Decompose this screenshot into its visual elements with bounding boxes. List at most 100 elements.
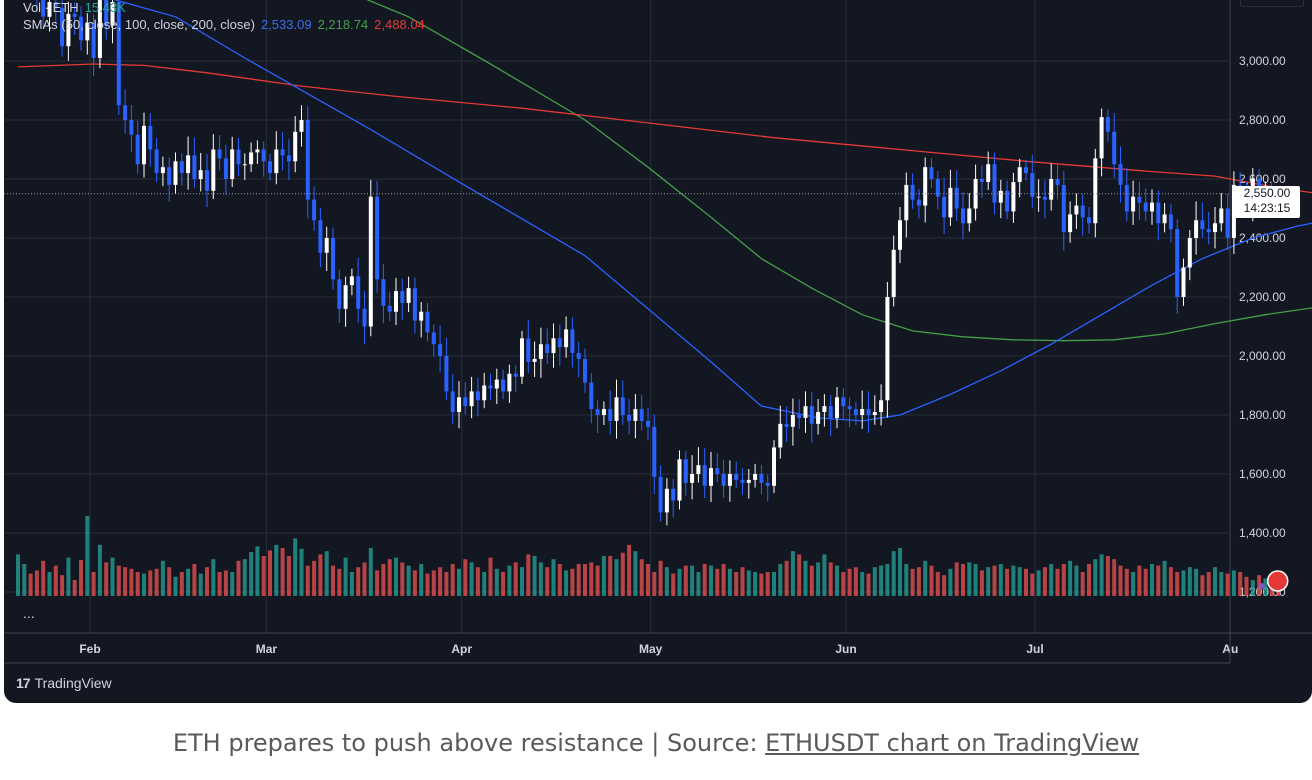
candle-body [242, 164, 247, 166]
candle-body [954, 187, 959, 209]
candle-body [312, 199, 317, 221]
volume-bar [709, 565, 713, 596]
volume-bar [986, 567, 991, 596]
candle-body [671, 488, 676, 501]
volume-bar [1156, 565, 1161, 596]
candle-body [450, 391, 455, 413]
candle-body [1194, 220, 1199, 238]
volume-bar [425, 573, 430, 596]
candle-body [759, 474, 764, 483]
volume-bar [438, 567, 443, 596]
volume-bar [1244, 576, 1249, 596]
sma50-line [113, 0, 1312, 422]
volume-bar [318, 554, 323, 596]
candle-body [501, 379, 506, 392]
y-tick-label: 1,400.00 [1239, 526, 1286, 540]
candle-body [1156, 202, 1161, 224]
volume-bar [658, 560, 663, 596]
volume-bar [47, 572, 52, 596]
candle-body [482, 385, 487, 401]
volume-bar [961, 564, 965, 596]
candle-body [620, 397, 625, 415]
candle-body [784, 423, 789, 427]
candle-body [305, 120, 310, 200]
volume-bar [916, 567, 921, 596]
candle-body [255, 149, 260, 153]
volume-legend-value: 15.43K [84, 0, 126, 15]
volume-bar [866, 573, 871, 596]
candle-body [324, 238, 329, 253]
chart-panel: 3,000.00 2,800.00 2,600.00 2,400.00 2,200.00… [4, 0, 1312, 703]
volume-bar [1036, 570, 1041, 596]
tradingview-wordmark: TradingView [34, 675, 112, 691]
candle-body [72, 13, 77, 17]
volume-bar [942, 575, 947, 596]
y-tick-label: 3,000.00 [1239, 54, 1286, 68]
candle-body [520, 338, 524, 377]
volume-bar [753, 572, 758, 596]
volume-bar [1112, 559, 1117, 596]
candle-body [425, 311, 430, 333]
volume-bar [1181, 570, 1186, 596]
candle-body [142, 125, 146, 165]
volume-bar [268, 550, 272, 596]
candle-body [847, 406, 852, 410]
volume-bar [601, 556, 606, 596]
candle-body [192, 155, 197, 179]
candle-body [1150, 202, 1154, 212]
volume-bar [746, 570, 751, 596]
candle-body [211, 149, 216, 191]
candle-body [457, 397, 461, 413]
price-chart[interactable]: 3,000.002,800.002,600.002,400.002,200.00… [4, 0, 1312, 703]
volume-bar [1055, 568, 1060, 596]
top-tab [1240, 0, 1304, 7]
volume-bar [179, 572, 184, 596]
volume-bar [973, 564, 978, 596]
volume-bar [740, 567, 745, 596]
volume-bar [784, 560, 789, 596]
candle-body [104, 0, 109, 26]
sma-legend: SMAs (50, close, 100, close, 200, close)… [23, 17, 431, 32]
candle-body [1093, 158, 1098, 224]
volume-bar [853, 567, 858, 596]
candle-body [186, 155, 191, 174]
volume-bar [60, 575, 65, 596]
volume-bar [992, 565, 997, 596]
candle-body [356, 276, 361, 309]
volume-bar [249, 552, 254, 596]
volume-bar [205, 567, 209, 596]
volume-bar [948, 568, 953, 596]
candle-body [790, 415, 795, 427]
candle-body [129, 120, 134, 135]
candle-body [935, 179, 940, 197]
volume-bar [230, 572, 235, 596]
volume-bar [860, 572, 865, 596]
volume-bar [211, 559, 216, 596]
volume-bar [589, 562, 594, 596]
volume-bar [664, 567, 669, 596]
more-button[interactable]: ... [23, 605, 35, 621]
candle-body [198, 170, 203, 179]
candle-body [570, 329, 575, 354]
candle-body [576, 353, 581, 359]
candle-body [394, 291, 398, 312]
volume-bar [400, 562, 405, 596]
volume-bar [381, 564, 386, 596]
candle-body [431, 332, 436, 345]
volume-bar [34, 570, 39, 596]
tradingview-logo[interactable]: 17 TradingView [16, 675, 112, 691]
y-tick-label: 1,600.00 [1239, 467, 1286, 481]
volume-bar [387, 559, 392, 596]
volume-bar [904, 564, 909, 596]
caption-source-link[interactable]: ETHUSDT chart on TradingView [765, 729, 1140, 757]
candle-body [841, 397, 846, 407]
volume-bar [154, 568, 159, 596]
volume-bar [488, 557, 493, 596]
candle-body [66, 13, 71, 47]
candle-body [740, 479, 745, 483]
volume-bar [129, 568, 134, 596]
candle-body [148, 125, 153, 150]
sma-legend-label: SMAs (50, close, 100, close, 200, close) [23, 17, 255, 32]
volume-bar [614, 559, 619, 596]
volume-bar [872, 567, 877, 596]
